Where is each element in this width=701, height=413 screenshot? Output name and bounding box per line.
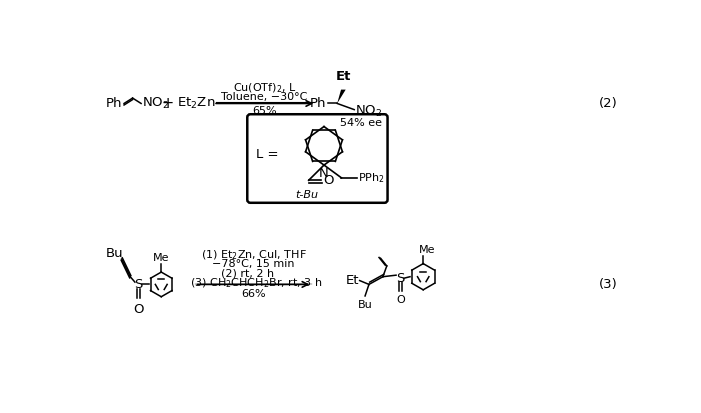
Text: (2): (2) [599,97,618,110]
Text: Me: Me [418,245,435,255]
FancyBboxPatch shape [247,114,388,203]
Text: O: O [133,303,144,316]
Text: Bu: Bu [106,247,123,260]
Text: O: O [396,295,404,305]
Text: NO$_2$: NO$_2$ [142,96,169,111]
Text: Et: Et [336,71,351,83]
Text: 54% ee: 54% ee [339,118,381,128]
Text: Cu(OTf)$_2$, L: Cu(OTf)$_2$, L [233,81,296,95]
Text: S: S [396,272,404,285]
Text: −78°C, 15 min: −78°C, 15 min [212,259,294,269]
Text: (3) CH$_2$CHCH$_2$Br, rt, 3 h: (3) CH$_2$CHCH$_2$Br, rt, 3 h [191,276,322,290]
Text: Et$_2$Zn: Et$_2$Zn [177,96,215,111]
Text: Bu: Bu [358,300,372,310]
Text: NO$_2$: NO$_2$ [355,104,382,119]
Text: (2) rt, 2 h: (2) rt, 2 h [221,268,274,279]
Text: O: O [323,174,334,187]
Text: 65%: 65% [252,106,277,116]
Text: S: S [134,278,142,291]
Text: Ph: Ph [310,97,327,110]
Text: 66%: 66% [241,289,266,299]
Text: Et: Et [346,274,359,287]
Text: Me: Me [153,253,170,263]
Polygon shape [337,90,346,104]
Text: Toluene, −30°C: Toluene, −30°C [221,92,308,102]
Text: Ph: Ph [106,97,123,110]
Text: L =: L = [256,148,279,161]
Text: t-Bu: t-Bu [296,190,319,199]
Text: +: + [161,96,174,111]
Text: N: N [319,166,329,180]
Text: (3): (3) [599,278,618,291]
Text: (1) Et$_2$Zn, CuI, THF: (1) Et$_2$Zn, CuI, THF [200,248,306,262]
Text: PPh$_2$: PPh$_2$ [358,171,384,185]
